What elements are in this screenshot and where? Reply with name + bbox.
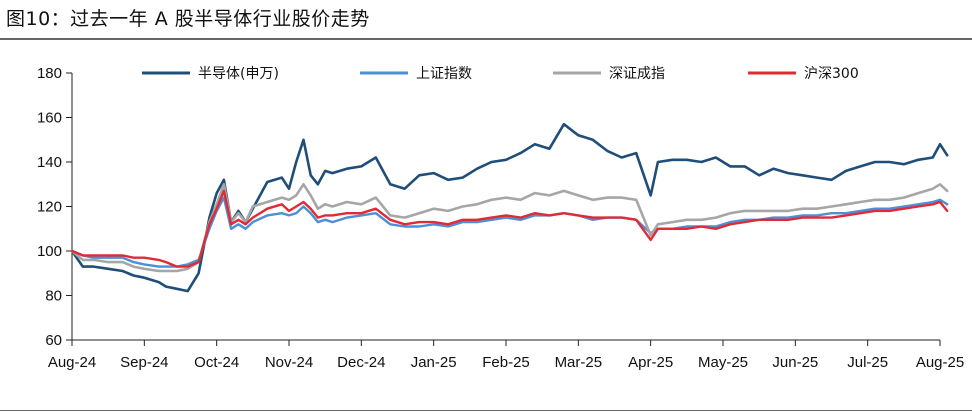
chart-axes: 60 80 100 120 140 160 180 Aug-24 Sep-24 Oct-24 Nov… (37, 65, 964, 371)
x-tick-label: Sep-24 (120, 354, 168, 371)
figure-title: 图10：过去一年 A 股半导体行业股价走势 (6, 8, 370, 30)
x-tick-label: Jul-25 (847, 354, 888, 371)
bottom-divider (0, 410, 972, 411)
chart-series (70, 122, 949, 293)
y-tick-label: 60 (45, 332, 62, 349)
series-line-3 (70, 183, 949, 273)
x-tick-label: Jun-25 (772, 354, 818, 371)
x-tick-label: May-25 (698, 354, 748, 371)
top-divider (0, 38, 972, 40)
y-tick-label: 180 (37, 65, 62, 82)
y-tick-label: 80 (45, 288, 62, 305)
x-tick-label: Nov-24 (265, 354, 313, 371)
legend-label: 半导体(申万) (198, 66, 279, 82)
legend-label: 上证指数 (416, 66, 472, 82)
x-tick-label: Jan-25 (411, 354, 457, 371)
x-tick-label: Apr-25 (628, 354, 673, 371)
legend-label: 沪深300 (804, 66, 859, 82)
y-tick-label: 120 (37, 199, 62, 216)
y-tick-label: 100 (37, 243, 62, 260)
y-tick-label: 160 (37, 110, 62, 127)
x-tick-label: Oct-24 (194, 354, 239, 371)
chart-legend: 半导体(申万) 上证指数 深证成指 沪深300 (142, 66, 859, 82)
x-tick-label: Aug-24 (48, 354, 96, 371)
y-tick-label: 140 (37, 154, 62, 171)
x-tick-label: Feb-25 (482, 354, 530, 371)
x-tick-label: Mar-25 (555, 354, 603, 371)
x-tick-label: Aug-25 (916, 354, 964, 371)
legend-label: 深证成指 (609, 66, 665, 82)
series-line-4 (70, 189, 949, 268)
x-tick-label: Dec-24 (337, 354, 385, 371)
